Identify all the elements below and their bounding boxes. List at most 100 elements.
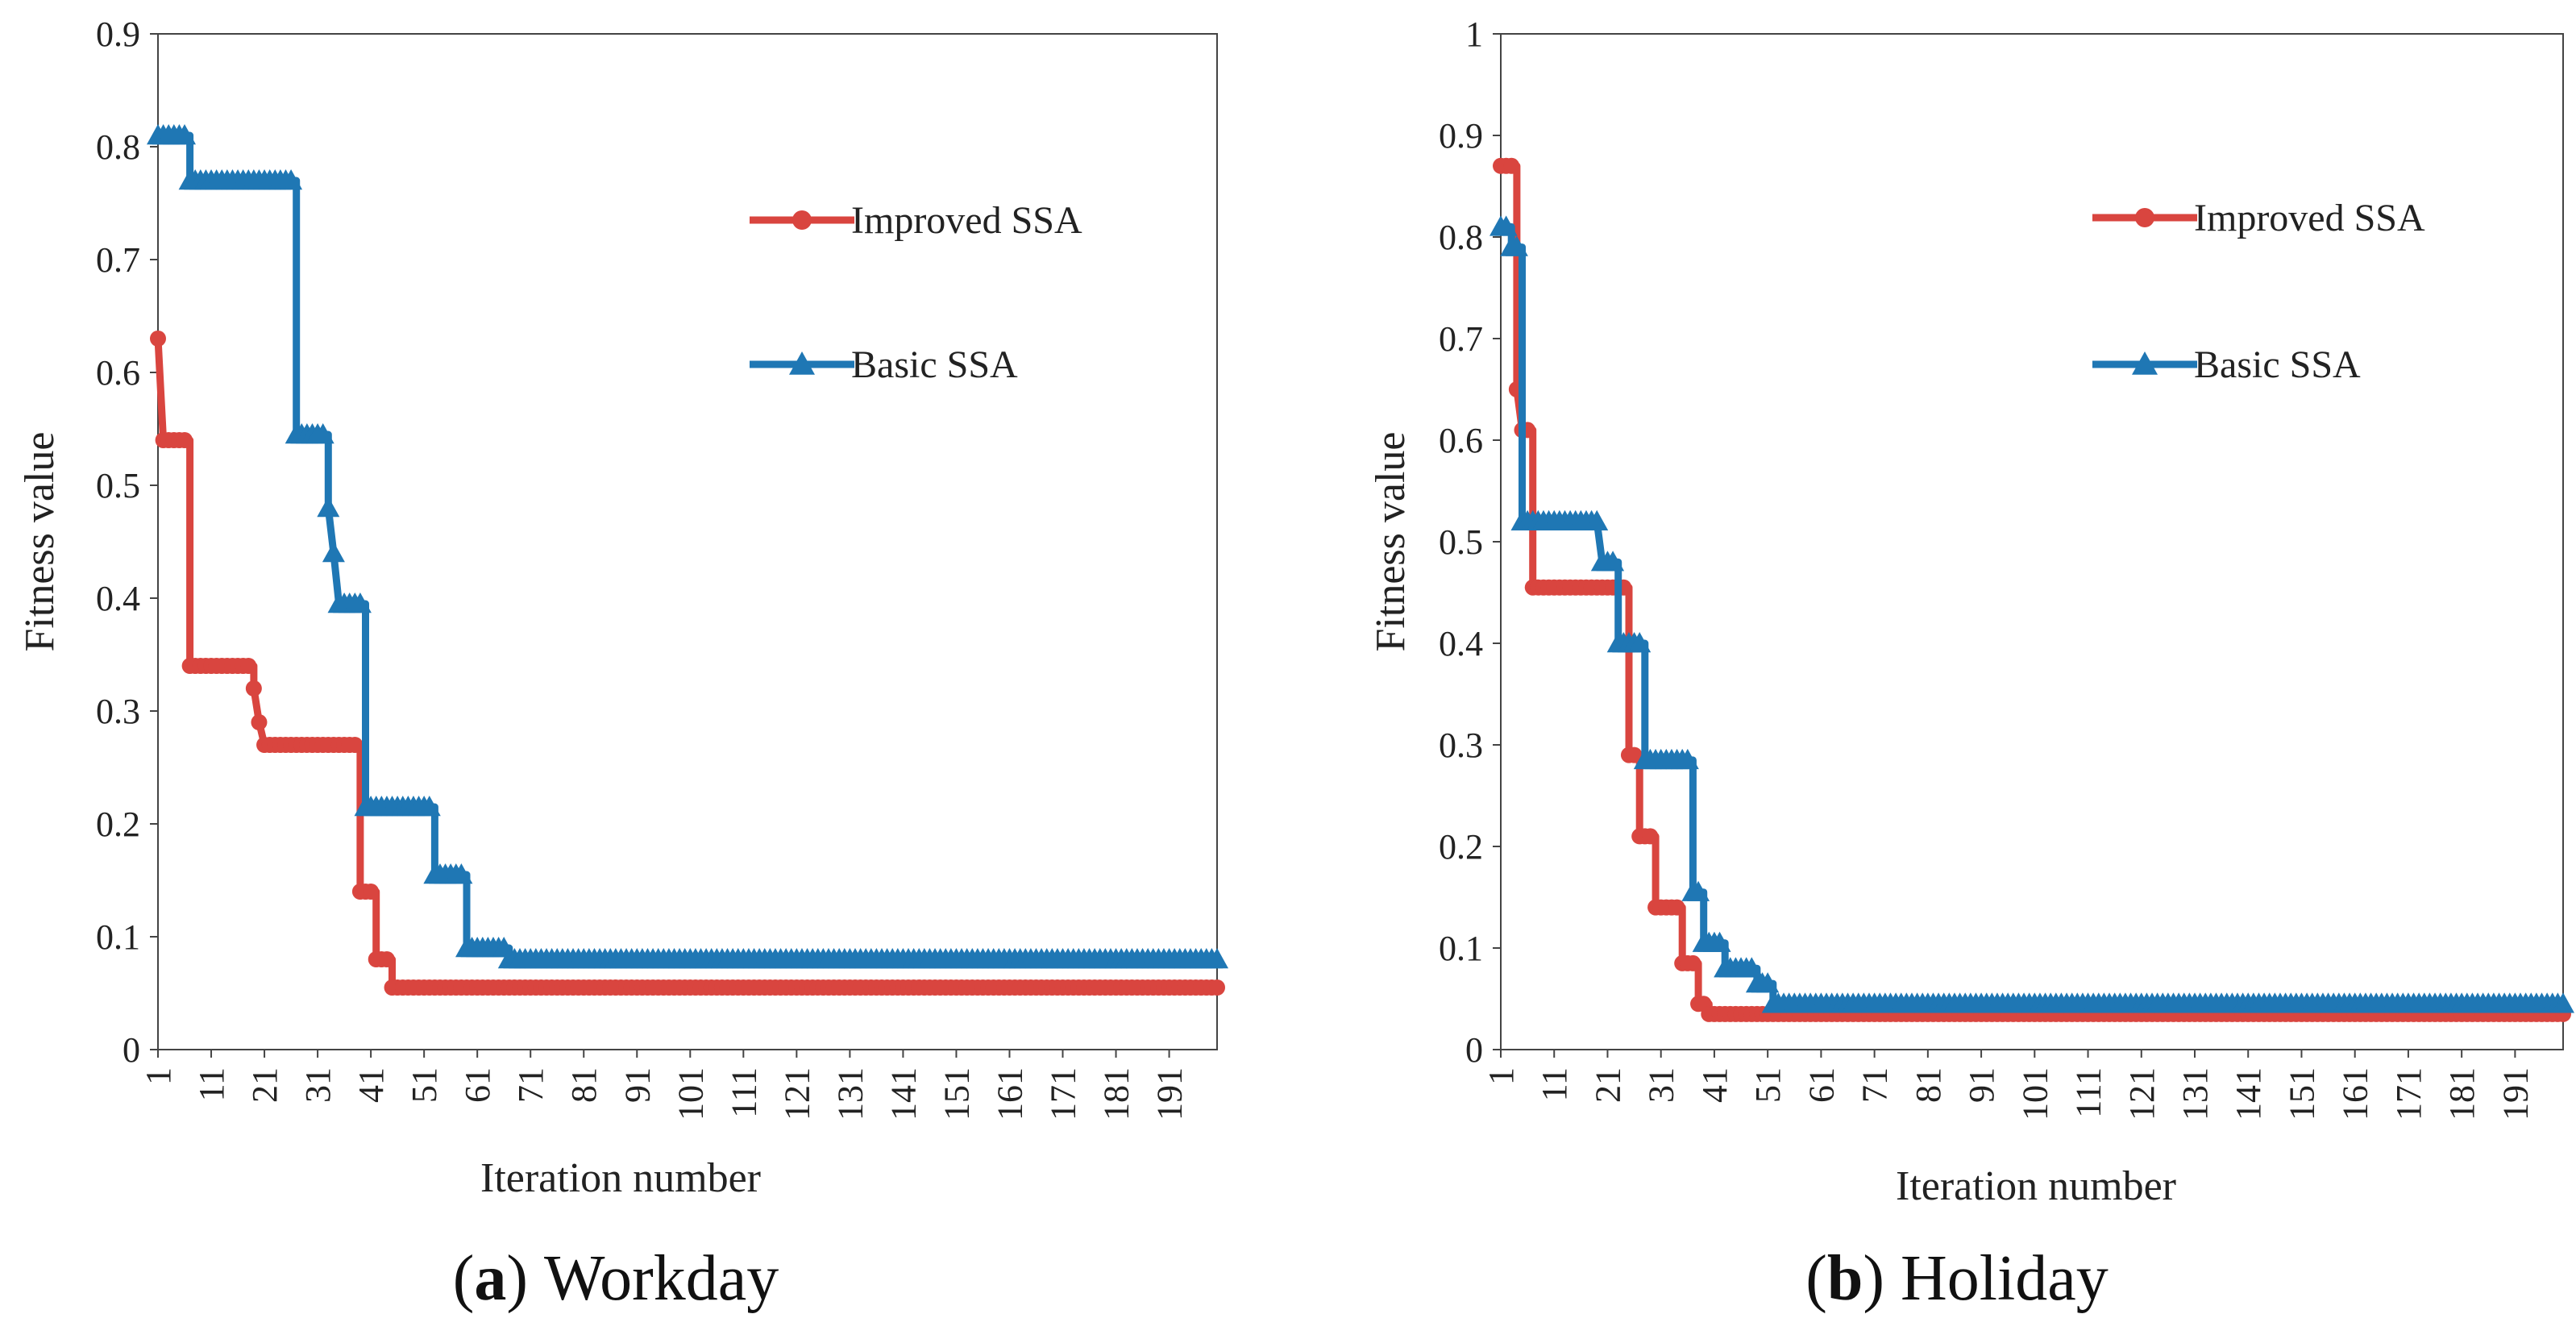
y-tick-label: 0.8 [1439, 218, 1483, 257]
x-tick-label: 41 [1695, 1067, 1735, 1103]
x-tick-label: 101 [2015, 1067, 2055, 1121]
x-tick-label: 161 [2336, 1067, 2375, 1121]
y-tick-label: 0.7 [96, 240, 140, 280]
y-tick-label: 0.5 [1439, 522, 1483, 562]
plot-frame [157, 33, 1218, 1050]
x-axis-title: Iteration number [1896, 1163, 2176, 1209]
y-axis-title: Fitness value [1368, 432, 1414, 652]
y-tick-label: 0.8 [96, 127, 140, 167]
y-tick-label: 0.4 [96, 579, 140, 618]
y-tick-label: 0.9 [1439, 116, 1483, 156]
marker-improved-ssa [1685, 954, 1701, 971]
x-tick-label: 71 [511, 1067, 551, 1103]
y-tick-label: 0.5 [96, 466, 140, 505]
legend-marker-improved-ssa [2135, 208, 2154, 227]
marker-basic-ssa [1602, 551, 1625, 572]
marker-improved-ssa [1668, 899, 1685, 916]
marker-basic-ssa [1494, 215, 1518, 236]
marker-improved-ssa [251, 714, 268, 730]
y-tick-label: 0.7 [1439, 319, 1483, 359]
x-tick-label: 101 [671, 1067, 710, 1121]
y-tick-label: 0.9 [96, 15, 140, 54]
y-tick-label: 0.1 [96, 917, 140, 957]
marker-basic-ssa [1628, 632, 1652, 653]
x-tick-label: 131 [2175, 1067, 2215, 1121]
x-tick-label: 141 [2229, 1067, 2268, 1121]
marker-improved-ssa [177, 432, 193, 448]
legend-label-improved-ssa: Improved SSA [851, 199, 1082, 242]
x-tick-label: 141 [883, 1067, 923, 1121]
x-tick-label: 111 [724, 1067, 763, 1118]
marker-improved-ssa [1503, 157, 1520, 174]
x-tick-label: 1 [139, 1067, 178, 1085]
marker-basic-ssa [280, 169, 303, 190]
x-tick-label: 181 [1097, 1067, 1136, 1121]
y-tick-label: 0.2 [96, 805, 140, 844]
marker-basic-ssa [1505, 235, 1528, 256]
marker-improved-ssa [378, 951, 395, 967]
x-tick-label: 21 [245, 1067, 285, 1103]
marker-improved-ssa [1642, 828, 1659, 845]
x-tick-label: 161 [990, 1067, 1029, 1121]
caption-holiday: (b) Holiday [1805, 1243, 2109, 1314]
marker-improved-ssa [240, 658, 257, 674]
x-tick-label: 81 [564, 1067, 604, 1103]
marker-basic-ssa [1676, 748, 1699, 770]
marker-improved-ssa [150, 331, 166, 347]
marker-improved-ssa [363, 884, 380, 900]
marker-basic-ssa [317, 497, 340, 518]
marker-basic-ssa [1585, 509, 1609, 530]
y-tick-label: 0.2 [1439, 827, 1483, 867]
x-tick-label: 11 [192, 1067, 231, 1101]
x-tick-label: 121 [777, 1067, 816, 1121]
y-tick-label: 0.1 [1439, 929, 1483, 968]
x-tick-label: 51 [405, 1067, 444, 1103]
x-tick-label: 61 [458, 1067, 497, 1103]
legend-label-basic-ssa: Basic SSA [851, 343, 1018, 386]
x-tick-label: 51 [1748, 1067, 1788, 1103]
x-tick-label: 151 [937, 1067, 976, 1121]
y-axis-title: Fitness value [17, 432, 63, 652]
x-tick-label: 191 [2495, 1067, 2535, 1121]
marker-improved-ssa [1626, 746, 1643, 763]
marker-improved-ssa [245, 680, 262, 697]
x-tick-label: 181 [2442, 1067, 2482, 1121]
x-axis-title: Iteration number [480, 1155, 761, 1201]
x-tick-label: 131 [830, 1067, 870, 1121]
series-line-basic-ssa [1497, 222, 2567, 1008]
caption-workday: (a) Workday [453, 1243, 779, 1314]
y-tick-label: 0 [1465, 1030, 1483, 1070]
marker-basic-ssa [173, 124, 197, 145]
y-tick-label: 0.6 [96, 353, 140, 393]
x-tick-label: 31 [298, 1067, 338, 1103]
x-tick-label: 81 [1909, 1067, 1948, 1103]
legend-label-improved-ssa: Improved SSA [2194, 197, 2425, 239]
y-tick-label: 0.6 [1439, 421, 1483, 460]
x-tick-label: 71 [1855, 1067, 1895, 1103]
legend-marker-basic-ssa [2132, 351, 2158, 375]
marker-basic-ssa [418, 796, 441, 817]
plot-frame [1500, 33, 2564, 1050]
y-tick-label: 0.3 [1439, 726, 1483, 765]
y-tick-label: 0.3 [96, 692, 140, 731]
marker-basic-ssa [2552, 992, 2574, 1013]
y-tick-label: 0.4 [1439, 624, 1483, 663]
x-tick-label: 191 [1150, 1067, 1190, 1121]
marker-improved-ssa [347, 737, 364, 753]
marker-basic-ssa [1756, 972, 1780, 993]
marker-basic-ssa [1687, 880, 1710, 901]
legend-marker-basic-ssa [789, 351, 815, 375]
x-tick-label: 61 [1801, 1067, 1841, 1103]
y-tick-label: 0 [123, 1030, 140, 1070]
series-line-basic-ssa [154, 131, 1221, 963]
x-tick-label: 151 [2282, 1067, 2321, 1121]
marker-basic-ssa [1206, 948, 1228, 969]
x-tick-label: 171 [2389, 1067, 2429, 1121]
x-tick-label: 91 [617, 1067, 657, 1103]
x-tick-label: 171 [1044, 1067, 1083, 1121]
x-tick-label: 91 [1962, 1067, 2001, 1103]
x-tick-label: 21 [1588, 1067, 1627, 1103]
chart-workday: 00.10.20.30.40.50.60.70.80.91 11 21 31 41 51 6… [17, 15, 1228, 1201]
legend-label-basic-ssa: Basic SSA [2194, 343, 2361, 386]
marker-improved-ssa [1209, 979, 1225, 996]
